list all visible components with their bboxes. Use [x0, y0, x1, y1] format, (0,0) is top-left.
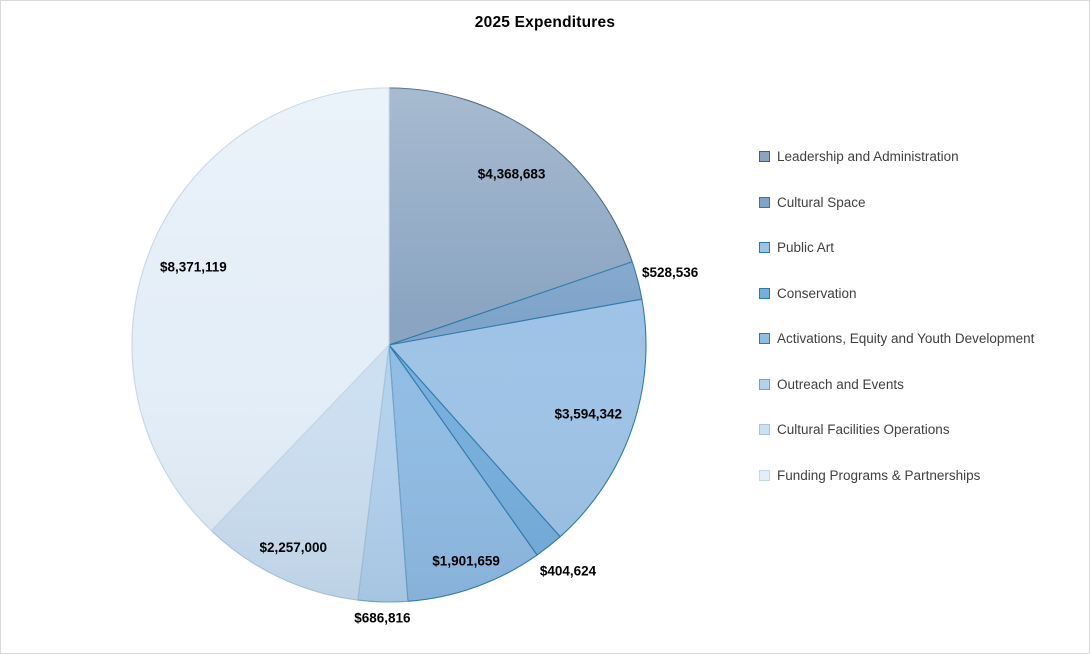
pie-slice-label: $3,594,342 — [555, 407, 623, 422]
legend-item-label: Conservation — [777, 285, 857, 301]
legend-item: Public Art — [759, 225, 1034, 271]
legend-swatch-icon — [759, 333, 770, 345]
legend-item-label: Leadership and Administration — [777, 149, 959, 165]
legend-swatch-icon — [759, 287, 770, 299]
pie-slice-label: $686,816 — [354, 610, 411, 625]
pie-slice-label: $1,901,659 — [432, 553, 500, 568]
legend-item: Funding Programs & Partnerships — [759, 453, 1034, 499]
legend-item: Cultural Facilities Operations — [759, 407, 1034, 453]
legend-item: Outreach and Events — [759, 362, 1034, 408]
legend-item: Conservation — [759, 271, 1034, 317]
pie-slice-label: $8,371,119 — [160, 260, 227, 275]
legend-swatch-icon — [759, 378, 770, 390]
legend-item-label: Funding Programs & Partnerships — [777, 467, 981, 483]
legend-swatch-icon — [759, 196, 770, 208]
legend-item-label: Outreach and Events — [777, 376, 904, 392]
legend-item: Cultural Space — [759, 180, 1034, 226]
pie-slice-label: $4,368,683 — [478, 167, 546, 182]
legend-item-label: Public Art — [777, 240, 835, 256]
pie-slice-label: $404,624 — [540, 563, 597, 578]
pie-shading-overlay — [132, 88, 646, 602]
legend-swatch-icon — [759, 424, 770, 436]
legend-item: Leadership and Administration — [759, 134, 1034, 180]
legend-swatch-icon — [759, 151, 770, 163]
pie-slice-label: $528,536 — [642, 265, 699, 280]
legend-item-label: Cultural Facilities Operations — [777, 422, 950, 438]
legend-item-label: Activations, Equity and Youth Developmen… — [777, 331, 1035, 347]
chart-title: 2025 Expenditures — [474, 14, 616, 31]
legend-swatch-icon — [759, 469, 770, 481]
pie-slice-label: $2,257,000 — [260, 540, 328, 555]
legend-item-label: Cultural Space — [777, 194, 866, 210]
legend: Leadership and Administration Cultural Sp… — [759, 134, 1034, 498]
legend-swatch-icon — [759, 242, 770, 254]
legend-item: Activations, Equity and Youth Developmen… — [759, 316, 1034, 362]
